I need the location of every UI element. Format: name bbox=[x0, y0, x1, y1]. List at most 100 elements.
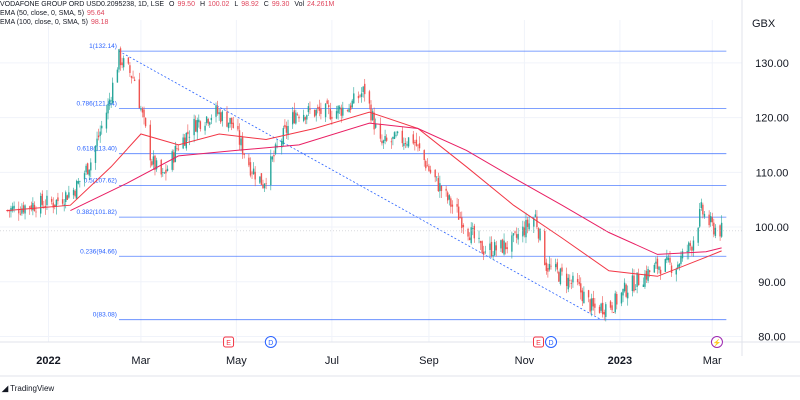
candle-body bbox=[614, 293, 616, 313]
candle-body bbox=[675, 269, 677, 275]
candle-body bbox=[385, 137, 388, 141]
candle-body bbox=[52, 202, 54, 208]
candle-body bbox=[616, 293, 618, 305]
candle-body bbox=[41, 193, 43, 205]
candle-body bbox=[61, 199, 64, 204]
fib-level-label: 0(83.08) bbox=[93, 312, 117, 319]
candle-body bbox=[302, 114, 305, 121]
candle-body bbox=[627, 292, 629, 299]
candle-body bbox=[578, 281, 580, 285]
candle-body bbox=[631, 275, 634, 292]
y-tick-label: 120.00 bbox=[755, 113, 789, 125]
candle-body bbox=[184, 137, 186, 146]
ema50-row[interactable]: EMA (50, close, 0, SMA, 5) 95.64 bbox=[0, 9, 740, 18]
candle-body bbox=[570, 283, 573, 284]
currency-label: GBX bbox=[752, 18, 776, 30]
candle-body bbox=[357, 95, 360, 99]
earnings-marker bbox=[532, 336, 544, 348]
candle-body bbox=[133, 79, 136, 81]
candle-body bbox=[265, 183, 267, 185]
candle-body bbox=[221, 111, 223, 122]
candle-body bbox=[555, 264, 557, 268]
candle-body bbox=[417, 144, 419, 146]
earnings-marker bbox=[223, 336, 235, 348]
candle-body bbox=[473, 225, 476, 239]
candle-body bbox=[76, 180, 78, 199]
candle-body bbox=[130, 76, 133, 78]
candle-body bbox=[600, 303, 602, 311]
candle-body bbox=[313, 109, 316, 117]
l-value: 98.92 bbox=[241, 1, 259, 8]
candle-body bbox=[461, 217, 463, 229]
candle-body bbox=[74, 190, 76, 197]
candle-body bbox=[680, 255, 682, 264]
candle-body bbox=[205, 116, 208, 123]
candle-body bbox=[241, 136, 244, 155]
candle-body bbox=[13, 205, 15, 209]
event-marker-label: D bbox=[268, 340, 273, 347]
candle-body bbox=[656, 258, 659, 269]
candle-body bbox=[569, 279, 571, 281]
candle-body bbox=[204, 125, 206, 131]
candle-body bbox=[240, 138, 242, 146]
candle-body bbox=[669, 257, 671, 263]
candle-body bbox=[144, 117, 147, 127]
candle-body bbox=[307, 106, 310, 113]
candle-body bbox=[160, 159, 162, 175]
tradingview-logo[interactable]: ◢ TradingView bbox=[2, 384, 54, 393]
candle-body bbox=[436, 176, 438, 178]
candle-body bbox=[329, 108, 331, 120]
candle-body bbox=[298, 116, 300, 119]
candle-body bbox=[691, 246, 693, 251]
symbol-line[interactable]: VODAFONE GROUP ORD USD0.2095238, 1D, LSE bbox=[0, 1, 165, 8]
candle-body bbox=[122, 58, 125, 68]
event-marker-label: E bbox=[536, 340, 541, 347]
candle-body bbox=[440, 185, 443, 191]
candle-body bbox=[107, 103, 109, 114]
candle-body bbox=[612, 312, 615, 313]
candle-body bbox=[340, 107, 342, 116]
chart-header: VODAFONE GROUP ORD USD0.2095238, 1D, LSE… bbox=[0, 0, 740, 27]
candle-body bbox=[500, 240, 502, 249]
candle-body bbox=[112, 82, 114, 103]
candle-body bbox=[293, 110, 295, 124]
o-label: O bbox=[169, 1, 175, 8]
candle-body bbox=[21, 208, 23, 214]
candle-body bbox=[709, 216, 712, 223]
candle-body bbox=[210, 117, 213, 121]
candle-body bbox=[472, 228, 474, 229]
y-tick-label: 110.00 bbox=[756, 167, 789, 179]
candle-body bbox=[565, 273, 568, 287]
candle-body bbox=[35, 211, 37, 213]
candle-body bbox=[238, 130, 241, 145]
candle-body bbox=[587, 290, 590, 298]
candle-body bbox=[287, 125, 289, 135]
candle-body bbox=[19, 213, 22, 215]
candle-body bbox=[423, 150, 425, 160]
candle-body bbox=[450, 198, 452, 207]
candle-body bbox=[251, 172, 253, 174]
candle-body bbox=[101, 125, 103, 129]
ema100-row[interactable]: EMA (100, close, 0, SMA, 5) 98.18 bbox=[0, 18, 740, 27]
candle-body bbox=[331, 116, 333, 119]
candle-body bbox=[533, 218, 535, 227]
candle-body bbox=[392, 136, 394, 139]
candle-body bbox=[63, 204, 65, 206]
candle-body bbox=[700, 202, 702, 209]
candle-body bbox=[692, 240, 695, 251]
candle-body bbox=[667, 257, 670, 261]
candle-body bbox=[686, 250, 688, 252]
ema50-value: 95.64 bbox=[87, 10, 105, 17]
ema100-value: 98.18 bbox=[90, 19, 109, 26]
candle-body bbox=[151, 161, 153, 166]
candle-body bbox=[54, 204, 56, 207]
h-value: 100.02 bbox=[208, 1, 230, 8]
candle-body bbox=[65, 192, 67, 203]
candle-body bbox=[349, 105, 352, 110]
candle-body bbox=[11, 206, 14, 211]
candle-body bbox=[536, 216, 538, 228]
candle-body bbox=[252, 168, 255, 175]
y-tick-label: 90.00 bbox=[758, 277, 786, 289]
candle-body bbox=[166, 168, 169, 171]
